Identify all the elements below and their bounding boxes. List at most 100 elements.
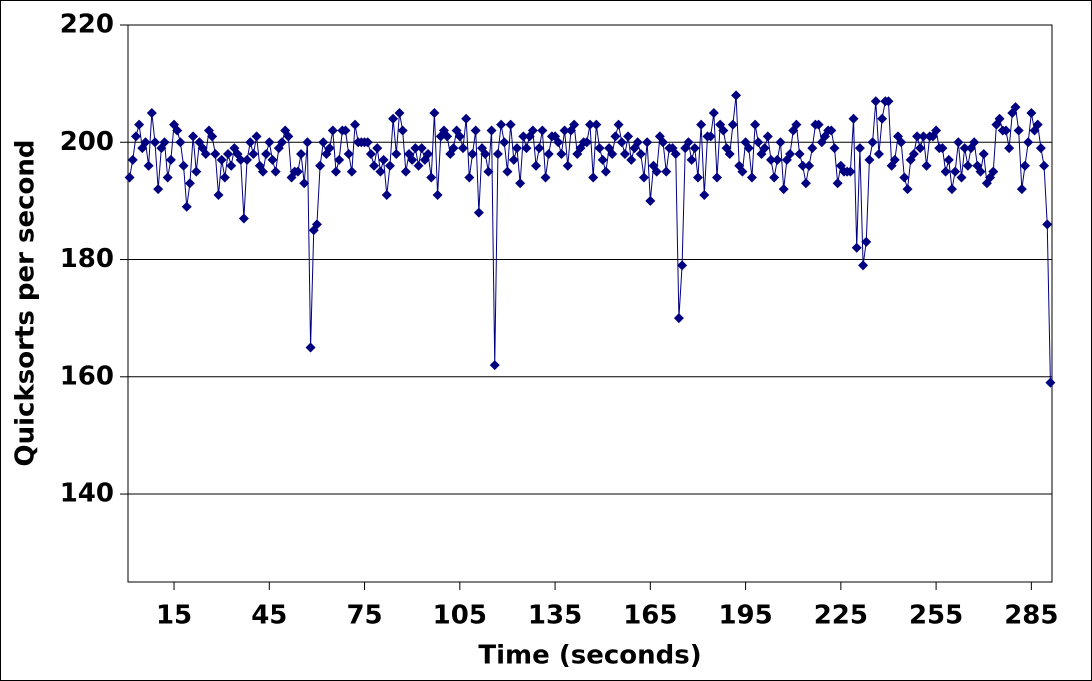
data-point [753, 137, 764, 148]
data-point [318, 137, 329, 148]
data-point [210, 148, 221, 159]
data-point [340, 125, 351, 136]
data-point [388, 113, 399, 124]
data-point [591, 119, 602, 130]
data-point [1000, 125, 1011, 136]
data-point [931, 125, 942, 136]
data-point [731, 90, 742, 101]
data-point [124, 172, 135, 183]
data-point [130, 131, 141, 142]
data-point [642, 137, 653, 148]
data-point [238, 213, 249, 224]
data-point [1010, 102, 1021, 113]
data-point [327, 125, 338, 136]
data-point [369, 160, 380, 171]
data-point [908, 148, 919, 159]
data-point [899, 172, 910, 183]
data-point [873, 148, 884, 159]
data-point [937, 143, 948, 154]
data-point [200, 148, 211, 159]
data-point [505, 119, 516, 130]
data-point [864, 154, 875, 165]
x-tick-label: 45 [251, 601, 287, 631]
data-point [607, 148, 618, 159]
data-point [191, 166, 202, 177]
data-point [978, 148, 989, 159]
data-point [743, 143, 754, 154]
data-point [1004, 143, 1015, 154]
data-point [635, 148, 646, 159]
plot-frame [127, 24, 1053, 583]
data-point [854, 143, 865, 154]
data-point [813, 119, 824, 130]
data-point [988, 166, 999, 177]
data-point [394, 107, 405, 118]
data-point [877, 113, 888, 124]
data-point [464, 172, 475, 183]
data-point [585, 119, 595, 130]
data-point [959, 143, 970, 154]
data-point [159, 137, 170, 148]
y-tick-label: 180 [60, 244, 114, 274]
data-point [826, 125, 837, 136]
data-point [1020, 160, 1031, 171]
data-point [416, 143, 427, 154]
data-point [315, 160, 326, 171]
data-point [181, 201, 192, 212]
data-point [305, 342, 316, 353]
x-tick-label: 105 [433, 601, 487, 631]
data-point [188, 131, 199, 142]
data-point [492, 148, 503, 159]
data-point [496, 119, 507, 130]
data-point [956, 172, 967, 183]
data-point [149, 137, 160, 148]
data-point [410, 143, 421, 154]
data-point [594, 143, 605, 154]
x-tick-label: 135 [528, 601, 582, 631]
data-point [127, 154, 138, 165]
data-point [794, 148, 805, 159]
data-point [581, 137, 592, 148]
data-point [943, 154, 954, 165]
data-point [921, 160, 932, 171]
data-point [216, 154, 227, 165]
data-point [242, 154, 253, 165]
data-point [962, 160, 973, 171]
data-point [473, 207, 484, 218]
data-point [851, 242, 862, 253]
data-point [807, 143, 818, 154]
data-point [565, 125, 576, 136]
y-tick-label: 220 [60, 10, 114, 40]
data-point [391, 148, 402, 159]
data-point [762, 131, 773, 142]
data-point [534, 143, 545, 154]
data-point [689, 143, 700, 154]
data-point [378, 154, 389, 165]
data-point [562, 160, 573, 171]
x-tick-label: 165 [623, 601, 677, 631]
data-point [658, 137, 669, 148]
data-point [480, 148, 491, 159]
data-point [207, 131, 218, 142]
data-point [184, 178, 195, 189]
data-point [362, 137, 373, 148]
data-point [264, 137, 275, 148]
data-point [769, 172, 780, 183]
data-point [426, 172, 437, 183]
data-point [537, 125, 548, 136]
data-point [407, 154, 418, 165]
data-point [610, 131, 621, 142]
data-point [626, 154, 637, 165]
data-point [775, 137, 786, 148]
data-point [527, 125, 538, 136]
data-point [912, 131, 923, 142]
data-point [489, 360, 500, 371]
data-point [772, 154, 783, 165]
data-point [661, 166, 672, 177]
data-point [724, 148, 735, 159]
x-tick-label: 15 [156, 601, 192, 631]
data-point [257, 166, 268, 177]
data-point [553, 137, 564, 148]
data-point [889, 154, 900, 165]
data-point [543, 148, 554, 159]
